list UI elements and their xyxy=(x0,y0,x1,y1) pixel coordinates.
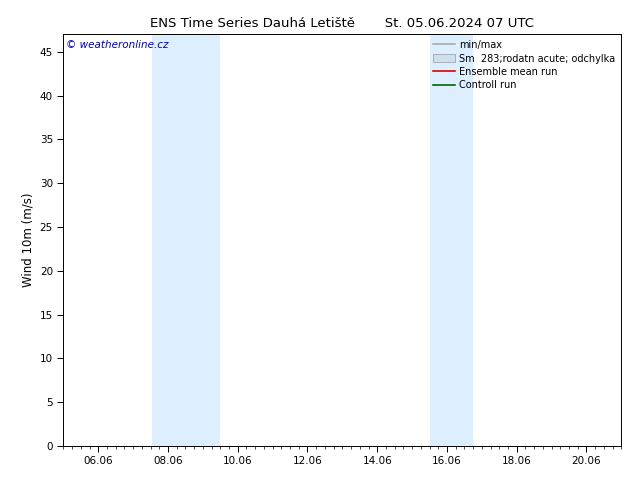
Bar xyxy=(429,34,473,446)
Legend: min/max, Sm  283;rodatn acute; odchylka, Ensemble mean run, Controll run: min/max, Sm 283;rodatn acute; odchylka, … xyxy=(429,36,619,94)
Bar xyxy=(152,34,221,446)
Y-axis label: Wind 10m (m/s): Wind 10m (m/s) xyxy=(21,193,34,287)
Text: © weatheronline.cz: © weatheronline.cz xyxy=(66,41,169,50)
Title: ENS Time Series Dauhá Letiště       St. 05.06.2024 07 UTC: ENS Time Series Dauhá Letiště St. 05.06.… xyxy=(150,17,534,30)
